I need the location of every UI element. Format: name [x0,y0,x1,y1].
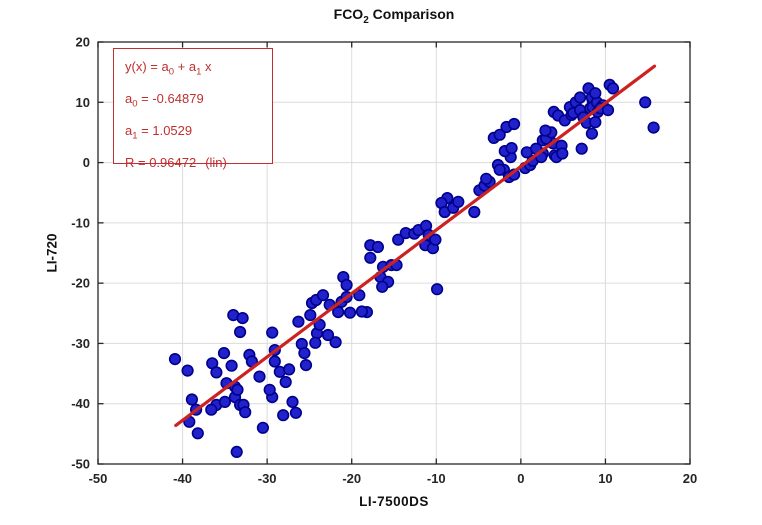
y-tick-label: -10 [71,215,90,230]
fit-a0-line: a0 = -0.64879 [125,91,204,110]
data-point [298,347,311,360]
x-tick-label: -50 [89,471,108,486]
data-point [277,409,290,422]
data-point [266,326,279,339]
data-point [606,82,620,95]
data-point [299,359,313,372]
data-point [185,393,198,406]
data-point [452,195,465,208]
data-point [217,347,231,360]
data-point [429,233,442,246]
data-point [181,364,194,377]
chart-title: FCO2 Comparison [98,6,690,26]
data-point [231,383,244,396]
data-point [279,375,292,389]
data-point [332,306,345,319]
data-point [589,87,602,100]
data-point [289,406,303,419]
data-point [321,328,335,342]
data-point [218,395,231,409]
data-point [493,128,506,141]
x-tick-label: 0 [517,471,524,486]
data-point [573,91,587,104]
x-tick-label: -20 [342,471,361,486]
data-point [239,406,252,419]
y-tick-label: 10 [76,95,90,110]
data-point [639,96,652,109]
data-point [309,336,322,349]
data-point [355,305,369,318]
data-point [168,353,182,366]
data-point [191,427,204,440]
y-tick-label: -40 [71,396,90,411]
data-point [353,289,366,302]
fit-annotation-box: y(x) = a0 + a1 x a0 = -0.64879 a1 = 1.05… [113,48,273,170]
data-point [556,147,569,160]
title-suffix: Comparison [368,6,455,22]
data-point [316,289,330,302]
y-tick-label: 0 [83,155,90,170]
data-point [286,395,299,409]
x-tick-label: -40 [173,471,192,486]
data-point [329,336,342,349]
x-tick-label: -30 [258,471,277,486]
data-point [234,325,247,339]
data-point [589,116,602,129]
data-point [263,383,276,396]
data-point [480,172,493,185]
y-tick-label: -20 [71,276,90,291]
axes-box [97,41,691,465]
data-point [340,278,353,292]
data-point [343,306,357,319]
data-point [253,370,266,383]
data-point [468,205,481,219]
data-point [304,309,317,322]
x-tick-label: -10 [427,471,446,486]
fit-r-line: R = 0.96472 (lin) [125,155,227,171]
data-point [283,363,296,376]
fit-line [174,64,657,428]
data-point [376,280,389,293]
x-axis-label: LI-7500DS [359,494,429,509]
data-point [431,283,444,296]
fit-a1-line: a1 = 1.0529 [125,123,193,142]
data-point [292,315,305,328]
data-point [371,240,385,254]
data-point [539,124,552,137]
y-tick-label: -50 [71,457,90,472]
title-text: FCO [333,6,364,22]
data-point [205,403,218,416]
data-point [268,355,281,368]
data-point [507,117,521,131]
x-tick-label: 10 [598,471,612,486]
data-point [585,127,599,140]
data-point [210,366,223,379]
y-tick-label: 20 [76,35,90,50]
data-point [256,421,270,434]
y-tick-label: -30 [71,336,90,351]
data-point [505,142,518,155]
data-point [236,312,249,325]
data-point [493,163,506,176]
data-point [392,233,405,246]
title-subscript: 2 [363,14,369,26]
data-point [601,103,615,117]
x-tick-label: 20 [683,471,697,486]
data-point [230,445,243,459]
data-point [575,142,588,155]
data-point [647,121,660,134]
data-point [364,251,377,264]
data-point [225,359,238,372]
fit-equation-line: y(x) = a0 + a1 x [125,59,212,78]
